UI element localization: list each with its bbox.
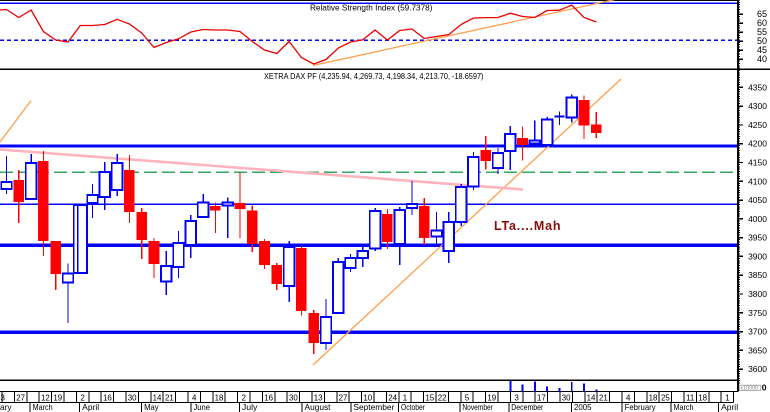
svg-text:4200: 4200 (748, 139, 767, 149)
svg-text:16: 16 (103, 394, 112, 403)
svg-text:June: June (194, 402, 211, 412)
svg-text:3650: 3650 (748, 345, 767, 355)
svg-text:August: August (305, 402, 332, 412)
svg-text:14: 14 (153, 394, 162, 403)
svg-text:24: 24 (388, 394, 397, 403)
svg-text:3800: 3800 (748, 289, 767, 299)
svg-text:21: 21 (599, 394, 608, 403)
svg-text:March: March (674, 402, 694, 412)
svg-text:16: 16 (264, 394, 273, 403)
svg-text:March: March (33, 402, 53, 412)
svg-text:April: April (721, 402, 738, 412)
svg-text:4150: 4150 (748, 158, 767, 168)
svg-text:3950: 3950 (748, 233, 767, 243)
svg-text:4300: 4300 (748, 101, 767, 111)
svg-text:19: 19 (487, 394, 496, 403)
svg-text:1: 1 (403, 394, 407, 403)
svg-text:4000: 4000 (748, 214, 767, 224)
svg-text:2: 2 (242, 394, 246, 403)
svg-text:0: 0 (762, 383, 767, 393)
svg-text:3600: 3600 (748, 364, 767, 374)
svg-text:25: 25 (661, 394, 670, 403)
svg-text:1: 1 (725, 394, 729, 403)
svg-text:50: 50 (757, 36, 767, 46)
svg-text:27: 27 (16, 394, 25, 403)
svg-text:30: 30 (562, 394, 571, 403)
svg-text:4: 4 (626, 394, 631, 403)
svg-text:21: 21 (165, 394, 174, 403)
svg-text:4050: 4050 (748, 195, 767, 205)
svg-text:October: October (401, 402, 425, 412)
svg-text:14: 14 (587, 394, 596, 403)
svg-text:55: 55 (757, 27, 767, 37)
svg-text:3850: 3850 (748, 270, 767, 280)
svg-text:4350: 4350 (748, 82, 767, 92)
svg-text:4250: 4250 (748, 120, 767, 130)
svg-text:65: 65 (757, 9, 767, 19)
svg-text:November: November (462, 402, 493, 412)
svg-text:10: 10 (363, 394, 372, 403)
svg-text:3900: 3900 (748, 251, 767, 261)
svg-text:April: April (82, 402, 99, 412)
svg-text:27: 27 (339, 394, 348, 403)
svg-text:18: 18 (698, 394, 707, 403)
svg-text:2: 2 (80, 394, 84, 403)
svg-text:45: 45 (757, 45, 767, 55)
svg-text:x10000: x10000 (740, 386, 758, 392)
svg-text:December: December (511, 402, 543, 412)
svg-text:ary: ary (0, 402, 12, 412)
svg-text:3: 3 (1, 394, 6, 403)
svg-text:15: 15 (425, 394, 434, 403)
svg-text:LTa....Mah: LTa....Mah (494, 219, 561, 233)
svg-text:Relative Strength Index (59.73: Relative Strength Index (59.7378) (310, 3, 433, 12)
svg-text:September: September (353, 402, 394, 412)
svg-text:February: February (625, 402, 657, 412)
svg-text:3700: 3700 (748, 327, 767, 337)
svg-text:4: 4 (192, 394, 197, 403)
svg-text:40: 40 (757, 54, 767, 64)
svg-text:18: 18 (215, 394, 224, 403)
svg-text:July: July (242, 402, 258, 412)
svg-text:18: 18 (649, 394, 658, 403)
svg-text:22: 22 (438, 394, 447, 403)
svg-text:60: 60 (757, 18, 767, 28)
svg-text:2005: 2005 (574, 402, 592, 412)
svg-text:17: 17 (537, 394, 546, 403)
svg-text:30: 30 (289, 394, 298, 403)
svg-text:3750: 3750 (748, 308, 767, 318)
svg-text:3: 3 (514, 394, 519, 403)
svg-text:13: 13 (314, 394, 323, 403)
svg-text:30: 30 (128, 394, 137, 403)
svg-text:4100: 4100 (748, 176, 767, 186)
svg-text:11: 11 (686, 394, 694, 403)
svg-text:May: May (144, 402, 159, 412)
svg-text:19: 19 (53, 394, 62, 403)
svg-text:5: 5 (465, 394, 470, 403)
svg-text:XETRA DAX PF (4,235.94, 4,269.: XETRA DAX PF (4,235.94, 4,269.73, 4,198.… (264, 72, 484, 81)
svg-text:12: 12 (41, 394, 50, 403)
